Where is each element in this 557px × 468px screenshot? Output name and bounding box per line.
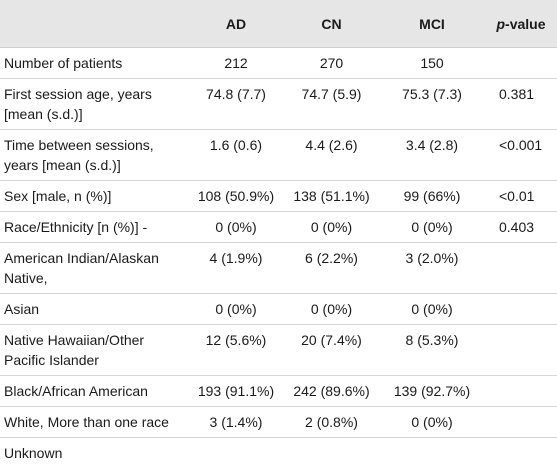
row-label: Race/Ethnicity [n (%)] - <box>0 212 188 243</box>
cell-mci: 139 (92.7%) <box>379 376 485 407</box>
cell-cn: 4.4 (2.6) <box>284 130 379 181</box>
table-row: Sex [male, n (%)]108 (50.9%)138 (51.1%)9… <box>0 181 557 212</box>
cell-mci: 75.3 (7.3) <box>379 79 485 130</box>
cell-cn: 20 (7.4%) <box>284 325 379 376</box>
cell-p-value <box>485 407 557 438</box>
cell-mci: 0 (0%) <box>379 212 485 243</box>
table-row: First session age, years [mean (s.d.)]74… <box>0 79 557 130</box>
cell-ad: 4 (1.9%) <box>188 243 284 294</box>
header-p-suffix: -value <box>505 16 545 32</box>
cell-ad: 108 (50.9%) <box>188 181 284 212</box>
table-header: AD CN MCI p-value <box>0 0 557 48</box>
row-label: Native Hawaiian/Other Pacific Islander <box>0 325 188 376</box>
cell-mci: 0 (0%) <box>379 407 485 438</box>
cell-p-value <box>485 294 557 325</box>
cell-p-value: 0.403 <box>485 212 557 243</box>
row-label: White, More than one race <box>0 407 188 438</box>
cell-mci: 99 (66%) <box>379 181 485 212</box>
cell-ad: 3 (1.4%) <box>188 407 284 438</box>
row-label: Sex [male, n (%)] <box>0 181 188 212</box>
cell-mci <box>379 438 485 468</box>
cell-ad: 0 (0%) <box>188 294 284 325</box>
header-cn: CN <box>284 0 379 48</box>
cell-ad <box>188 438 284 468</box>
row-label: American Indian/Alaskan Native, <box>0 243 188 294</box>
table-row: Race/Ethnicity [n (%)] -0 (0%)0 (0%)0 (0… <box>0 212 557 243</box>
header-ad: AD <box>188 0 284 48</box>
cell-p-value <box>485 325 557 376</box>
cell-mci: 3.4 (2.8) <box>379 130 485 181</box>
row-label: Black/African American <box>0 376 188 407</box>
cell-cn: 0 (0%) <box>284 294 379 325</box>
row-label: Asian <box>0 294 188 325</box>
cell-p-value: 0.381 <box>485 79 557 130</box>
header-p-value: p-value <box>485 0 557 48</box>
row-label: Unknown <box>0 438 188 468</box>
table-row: Time between sessions, years [mean (s.d.… <box>0 130 557 181</box>
cell-p-value: <0.01 <box>485 181 557 212</box>
row-label: Time between sessions, years [mean (s.d.… <box>0 130 188 181</box>
row-label: First session age, years [mean (s.d.)] <box>0 79 188 130</box>
row-label: Number of patients <box>0 48 188 79</box>
cell-cn <box>284 438 379 468</box>
cell-p-value: <0.001 <box>485 130 557 181</box>
cell-cn: 270 <box>284 48 379 79</box>
cell-p-value <box>485 438 557 468</box>
cell-cn: 74.7 (5.9) <box>284 79 379 130</box>
cell-cn: 0 (0%) <box>284 212 379 243</box>
cell-ad: 193 (91.1%) <box>188 376 284 407</box>
cell-ad: 0 (0%) <box>188 212 284 243</box>
table-row: American Indian/Alaskan Native,4 (1.9%)6… <box>0 243 557 294</box>
cell-cn: 138 (51.1%) <box>284 181 379 212</box>
cell-mci: 0 (0%) <box>379 294 485 325</box>
header-p-letter: p <box>496 16 505 32</box>
cell-p-value <box>485 48 557 79</box>
cell-ad: 12 (5.6%) <box>188 325 284 376</box>
cell-p-value <box>485 243 557 294</box>
cell-ad: 74.8 (7.7) <box>188 79 284 130</box>
header-mci: MCI <box>379 0 485 48</box>
cell-cn: 2 (0.8%) <box>284 407 379 438</box>
cell-cn: 6 (2.2%) <box>284 243 379 294</box>
cell-ad: 1.6 (0.6) <box>188 130 284 181</box>
cell-p-value <box>485 376 557 407</box>
header-blank-cell <box>0 0 188 48</box>
cell-mci: 8 (5.3%) <box>379 325 485 376</box>
cell-mci: 3 (2.0%) <box>379 243 485 294</box>
table-row: Unknown <box>0 438 557 468</box>
cell-mci: 150 <box>379 48 485 79</box>
header-row: AD CN MCI p-value <box>0 0 557 48</box>
cell-cn: 242 (89.6%) <box>284 376 379 407</box>
cell-ad: 212 <box>188 48 284 79</box>
